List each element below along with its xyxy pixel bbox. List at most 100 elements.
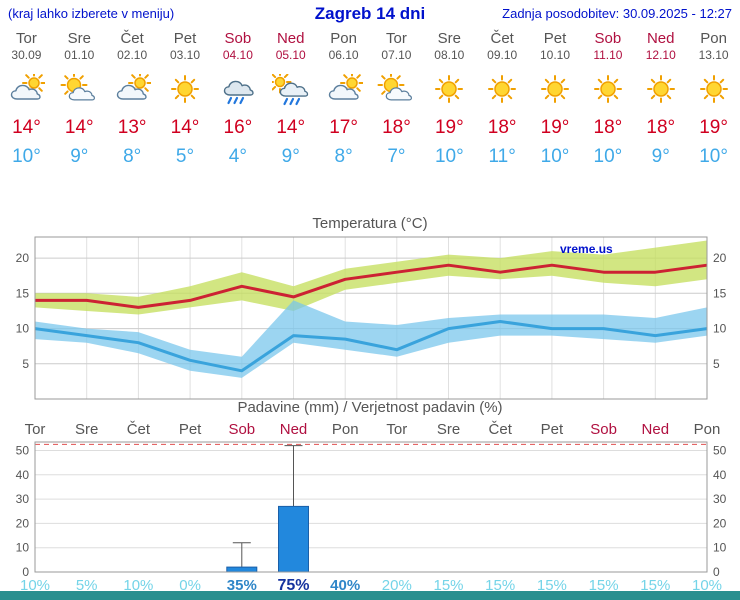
page-title: Zagreb 14 dni: [314, 4, 426, 23]
precip-day-label: Sre: [75, 421, 98, 438]
precip-probability: 10%: [123, 577, 153, 592]
precip-day-label: Pet: [179, 421, 202, 438]
day-name: Sre: [67, 30, 91, 47]
precipitation-chart-title: Padavine (mm) / Verjetnost padavin (%): [237, 399, 503, 416]
day-name: Pet: [173, 30, 197, 47]
day-name: Čet: [120, 30, 144, 47]
weather-icon-rain: [211, 74, 264, 108]
weather-icon-sun: [423, 74, 476, 108]
day-column: Sob 04.10 16° 4°: [211, 30, 264, 168]
svg-text:10: 10: [713, 322, 727, 336]
day-date: 06.10: [328, 48, 359, 62]
day-column: Sre 01.10 14° 9°: [53, 30, 106, 168]
precip-probability: 0%: [179, 577, 201, 592]
day-date: 02.10: [117, 48, 148, 62]
svg-text:50: 50: [713, 444, 727, 458]
day-name: Tor: [386, 30, 407, 47]
location-hint: (kraj lahko izberete v meniju): [8, 6, 175, 21]
precip-probability: 10%: [692, 577, 722, 592]
day-date: 13.10: [698, 48, 729, 62]
svg-text:20: 20: [713, 251, 727, 265]
low-temp: 10°: [540, 146, 570, 167]
high-temp: 19°: [540, 117, 570, 138]
day-date: 30.09: [11, 48, 42, 62]
weather-icon-sun-cloud: [370, 71, 423, 108]
low-temp: 5°: [175, 146, 195, 167]
svg-text:10: 10: [16, 541, 30, 555]
low-temp: 10°: [434, 146, 464, 167]
precip-day-label: Tor: [25, 421, 46, 438]
day-column: Pet 10.10 19° 10°: [529, 30, 582, 168]
day-column: Pet 03.10 14° 5°: [159, 30, 212, 168]
precip-probability: 15%: [433, 577, 463, 592]
day-date: 08.10: [434, 48, 465, 62]
high-temp: 14°: [64, 117, 94, 138]
precip-probability: 75%: [277, 577, 309, 592]
day-column: Tor 07.10 18° 7°: [370, 30, 423, 168]
low-temp: 4°: [228, 146, 247, 167]
low-temp: 8°: [334, 146, 353, 167]
precip-day-label: Sob: [228, 421, 255, 438]
weather-icon-sun: [159, 74, 212, 108]
low-temp: 10°: [593, 146, 623, 167]
day-name: Sre: [437, 30, 461, 47]
day-name: Pon: [700, 30, 727, 47]
day-name: Ned: [646, 30, 675, 47]
precip-day-label: Pon: [332, 421, 359, 438]
weather-icon-cloud-sun: [0, 71, 53, 108]
precip-day-label: Sob: [590, 421, 617, 438]
precip-day-label: Čet: [127, 421, 151, 438]
high-temp: 19°: [699, 117, 728, 138]
precip-bar: [226, 566, 258, 573]
high-temp: 18°: [382, 117, 411, 138]
day-name: Pon: [330, 30, 357, 47]
precip-day-label: Ned: [280, 421, 308, 438]
precip-probability: 35%: [227, 577, 257, 592]
day-date: 12.10: [645, 48, 676, 62]
day-column: Čet 09.10 18° 11°: [476, 30, 529, 168]
watermark: vreme.us: [560, 242, 613, 256]
precipitation-chart: 0 0 10 10 20 20 30 30 40 40 50 50 Tor 10% Sre 5% Čet 10% P…: [16, 421, 727, 592]
precip-probability: 15%: [485, 577, 515, 592]
precip-day-label: Tor: [386, 421, 407, 438]
precip-probability: 15%: [640, 577, 670, 592]
day-date: 05.10: [275, 48, 306, 62]
weather-icon-sun: [581, 74, 634, 108]
high-temp: 16°: [223, 117, 253, 138]
footer-bar: [0, 591, 740, 600]
low-temp: 10°: [699, 146, 728, 167]
weather-icon-cloud-sun: [317, 71, 370, 108]
weather-icon-rain-sun: [264, 70, 317, 108]
day-column: Pon 06.10 17° 8°: [317, 30, 370, 168]
svg-text:15: 15: [713, 286, 727, 300]
day-name: Tor: [16, 30, 37, 47]
low-temp: 8°: [123, 146, 142, 167]
svg-text:30: 30: [713, 492, 727, 506]
weather-icon-sun: [476, 74, 529, 108]
svg-text:30: 30: [16, 492, 30, 506]
low-temp: 9°: [70, 146, 89, 167]
svg-text:5: 5: [22, 357, 29, 371]
precip-probability: 40%: [330, 577, 360, 592]
high-temp: 14°: [276, 117, 306, 138]
svg-text:15: 15: [16, 286, 30, 300]
high-temp: 18°: [593, 117, 623, 138]
day-name: Sob: [224, 30, 252, 47]
svg-text:40: 40: [713, 468, 727, 482]
precip-probability: 15%: [589, 577, 619, 592]
day-date: 03.10: [169, 48, 201, 62]
svg-text:20: 20: [16, 251, 30, 265]
precip-day-label: Pon: [694, 421, 721, 438]
low-temp: 11°: [488, 146, 516, 167]
weather-icon-sun-cloud: [53, 71, 106, 108]
high-temp: 14°: [12, 117, 41, 138]
precip-day-label: Sre: [437, 421, 460, 438]
svg-text:0: 0: [22, 565, 29, 579]
day-column: Sre 08.10 19° 10°: [423, 30, 476, 168]
high-temp: 18°: [487, 117, 517, 138]
day-column: Pon 13.10 19° 10°: [687, 30, 740, 168]
high-temp: 17°: [329, 117, 358, 138]
weather-icon-sun: [687, 74, 740, 108]
svg-text:50: 50: [16, 444, 30, 458]
